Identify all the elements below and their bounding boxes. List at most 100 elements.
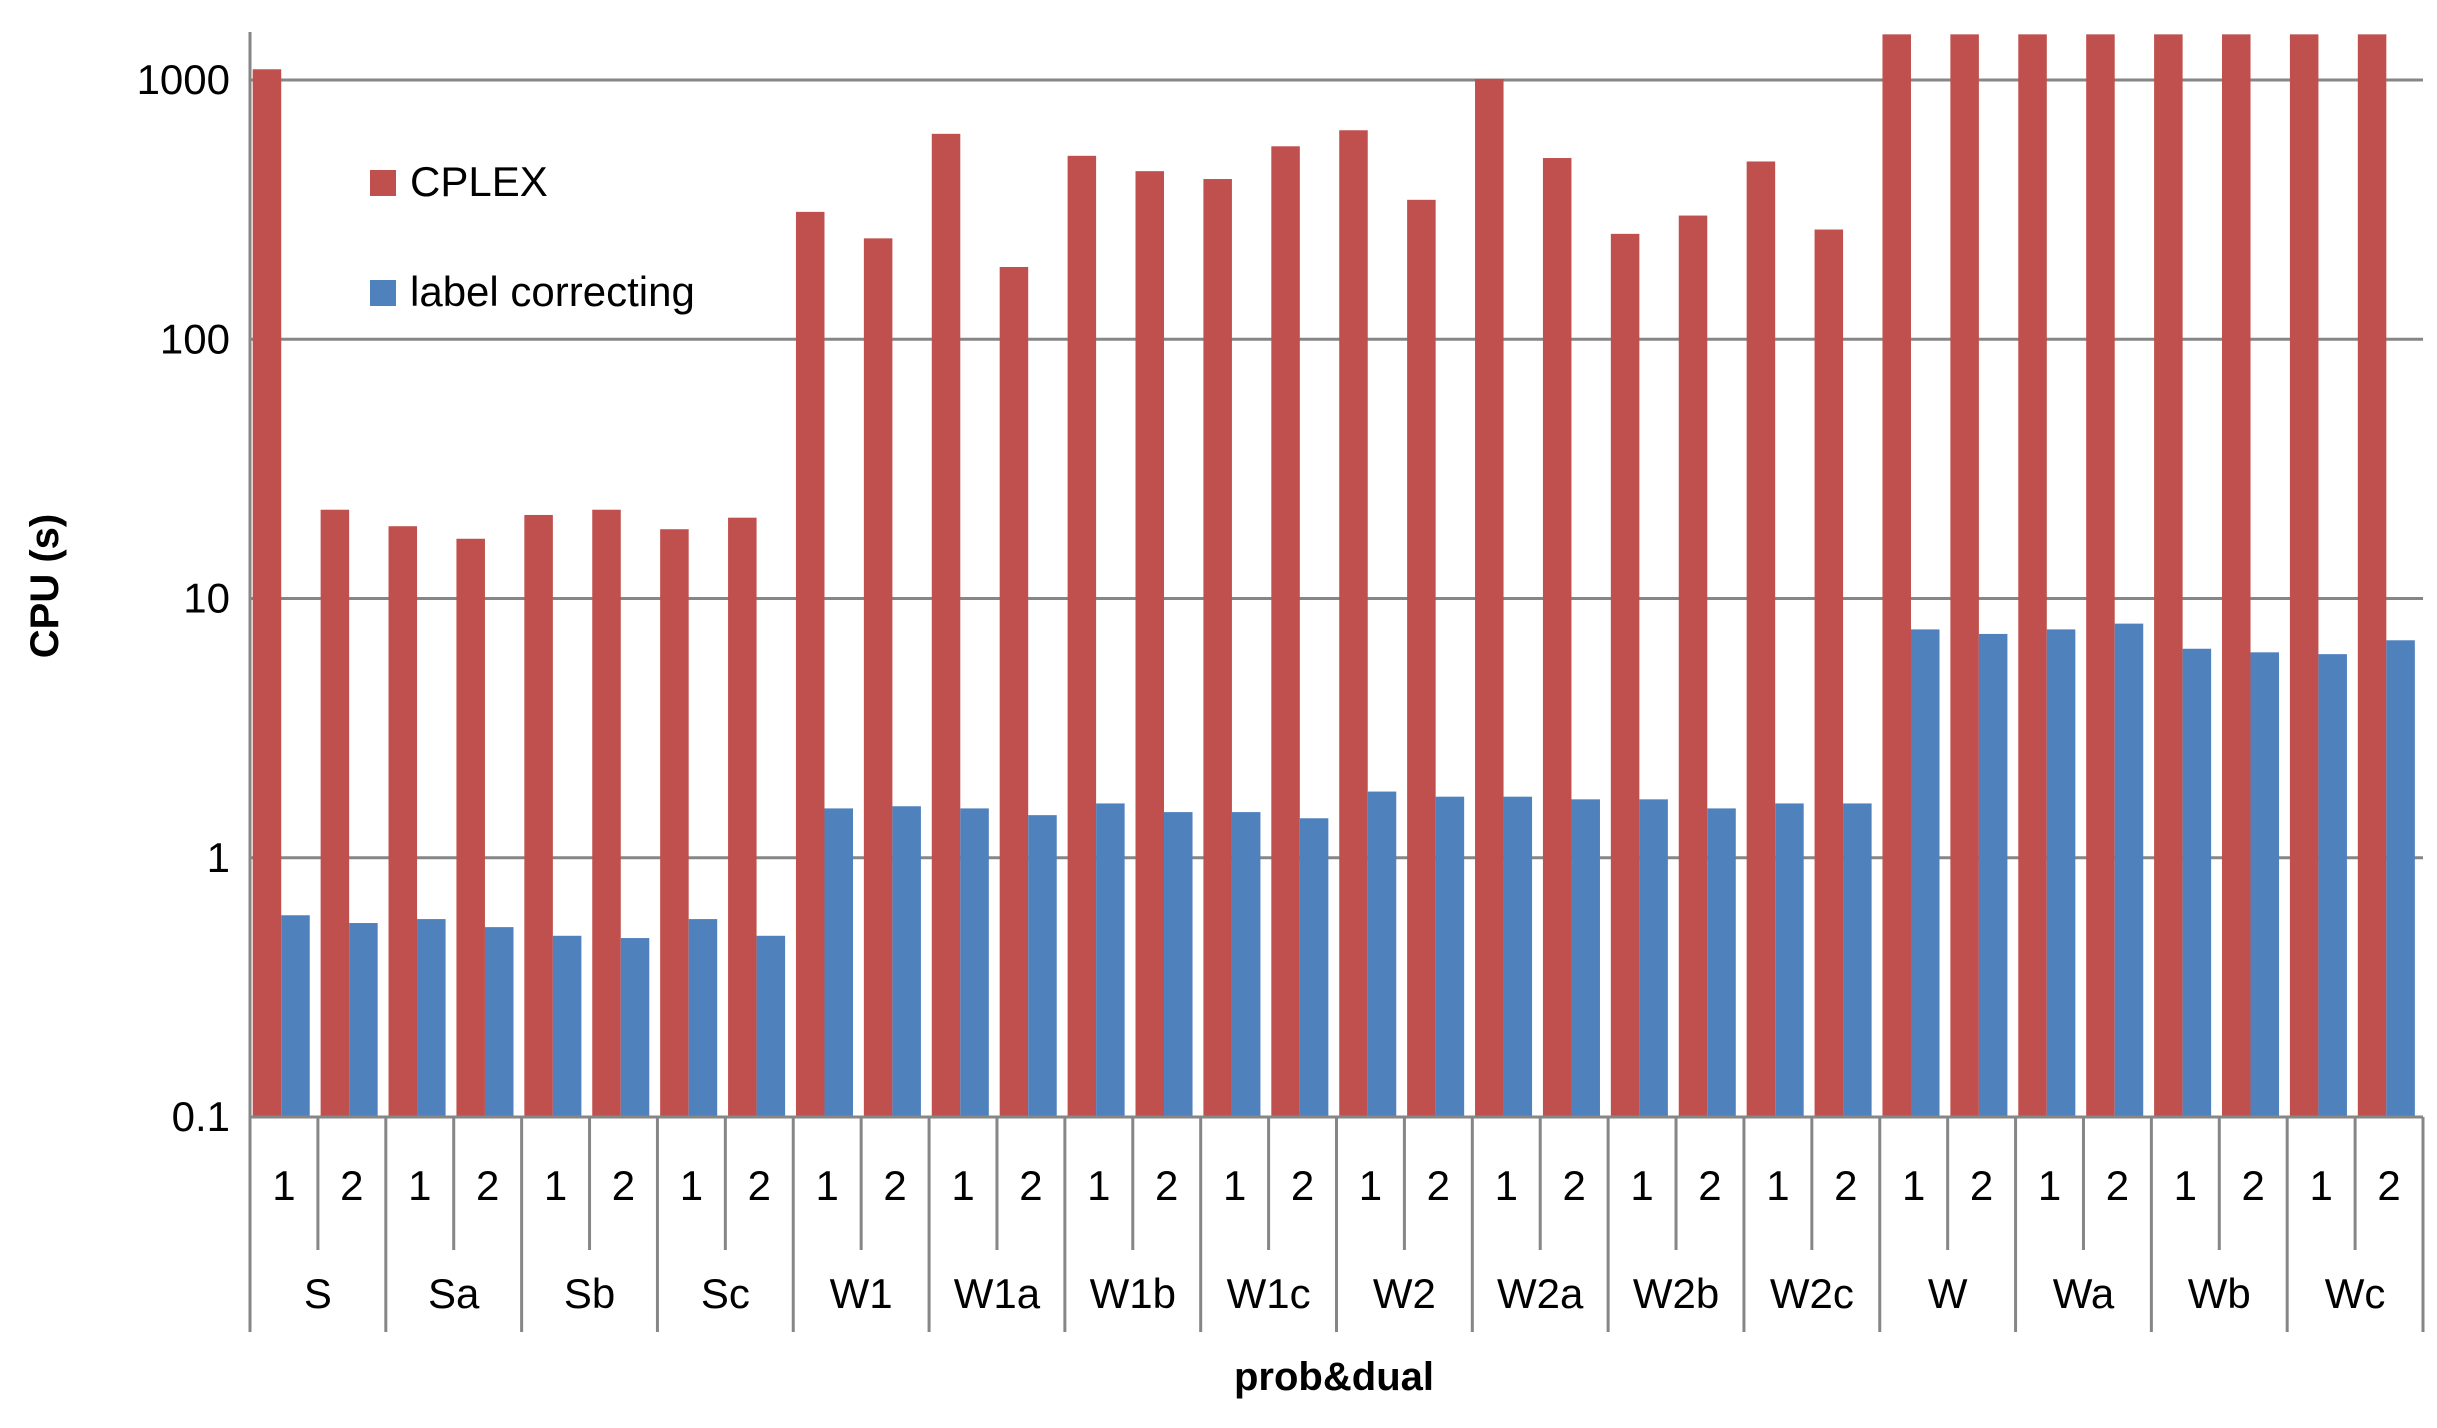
legend-swatch-cplex (370, 170, 396, 196)
bar-label-correcting (1096, 803, 1125, 1117)
bar-cplex (2154, 34, 2183, 1117)
y-tick-label: 10 (183, 575, 230, 622)
bar-label-correcting (552, 935, 582, 1117)
bar-cplex (2018, 34, 2047, 1117)
x-subcategory-label: 1 (1359, 1162, 1382, 1209)
bar-cplex (1610, 233, 1640, 1117)
x-group-label: W (1928, 1270, 1968, 1317)
x-group-label: Sa (428, 1270, 480, 1317)
x-subcategory-label: 2 (2106, 1162, 2129, 1209)
bar-cplex (320, 509, 350, 1117)
bar-cplex (2289, 34, 2319, 1117)
bar-label-correcting (1028, 815, 1057, 1117)
x-group-label: Wb (2188, 1270, 2251, 1317)
x-subcategory-label: 1 (544, 1162, 567, 1209)
bar-cplex (863, 238, 893, 1117)
bar-label-correcting (1775, 803, 1804, 1117)
bar-label-correcting (1164, 812, 1193, 1117)
bar-label-correcting (824, 808, 854, 1117)
x-subcategory-label: 2 (476, 1162, 499, 1209)
y-tick-label: 1000 (137, 56, 230, 103)
x-subcategory-label: 2 (1698, 1162, 1721, 1209)
x-subcategory-label: 1 (2309, 1162, 2332, 1209)
x-subcategory-label: 1 (408, 1162, 431, 1209)
bar-label-correcting (1231, 812, 1261, 1117)
bar-label-correcting (756, 935, 786, 1117)
x-subcategory-label: 1 (951, 1162, 974, 1209)
bar-label-correcting (620, 938, 650, 1117)
x-subcategory-label: 2 (1562, 1162, 1585, 1209)
bar-cplex (1678, 215, 1708, 1117)
bar-label-correcting (1910, 629, 1940, 1117)
x-group-label: Wc (2325, 1270, 2386, 1317)
x-group-label: W2b (1633, 1270, 1719, 1317)
bar-cplex (2357, 34, 2387, 1117)
bar-label-correcting (1843, 803, 1872, 1117)
bar-cplex (1475, 78, 1504, 1118)
x-group-label: W2 (1373, 1270, 1436, 1317)
bar-label-correcting (1571, 799, 1600, 1117)
bar-cplex (252, 69, 282, 1118)
x-subcategory-label: 1 (1630, 1162, 1653, 1209)
bar-cplex (1407, 199, 1436, 1117)
bar-cplex (1950, 34, 1979, 1117)
bar-cplex (524, 514, 553, 1117)
bar-label-correcting (960, 808, 989, 1117)
x-group-label: W1c (1227, 1270, 1311, 1317)
bar-label-correcting (1978, 633, 2008, 1117)
x-subcategory-label: 1 (1902, 1162, 1925, 1209)
x-subcategory-label: 2 (340, 1162, 363, 1209)
bar-label-correcting (281, 915, 310, 1117)
x-group-label: Sc (701, 1270, 750, 1317)
x-axis-title: prob&dual (1234, 1355, 1434, 1399)
x-subcategory-label: 2 (1834, 1162, 1857, 1209)
y-tick-labels: 0.1 1 10 100 1000 (137, 56, 230, 1140)
legend-label-label-correcting: label correcting (410, 268, 695, 315)
bar-label-correcting (1367, 791, 1397, 1117)
bar-cplex (2086, 34, 2115, 1117)
y-tick-label: 1 (207, 834, 230, 881)
x-subcategory-label: 1 (1223, 1162, 1246, 1209)
y-axis-title: CPU (s) (23, 514, 67, 658)
x-subcategory-label: 1 (1087, 1162, 1110, 1209)
bar-cplex (931, 133, 961, 1117)
x-group-label: W1a (954, 1270, 1041, 1317)
bar-label-correcting (2250, 652, 2280, 1117)
x-group-label: W1 (830, 1270, 893, 1317)
bar-label-correcting (1299, 818, 1329, 1117)
x-subcategory-label: 2 (1427, 1162, 1450, 1209)
bar-cplex (795, 211, 825, 1117)
bar-cplex (388, 526, 418, 1117)
x-category-labels: 1 2 1 2 1 2 1 2 1 2 1 2 1 2 1 2 1 2 1 2 1 2 1 2 1 2 1 2 1 2 1 2S Sa Sb Sc W… (272, 1162, 2400, 1317)
bar-cplex (2221, 34, 2251, 1117)
bar-cplex (1203, 179, 1232, 1118)
bar-cplex (1746, 161, 1776, 1118)
x-subcategory-label: 1 (816, 1162, 839, 1209)
legend-swatch-label-correcting (370, 280, 396, 306)
x-subcategory-label: 1 (1766, 1162, 1789, 1209)
x-group-label: W1b (1090, 1270, 1176, 1317)
bar-label-correcting (2386, 640, 2415, 1117)
bar-label-correcting (2114, 623, 2144, 1117)
x-group-label: Wa (2053, 1270, 2115, 1317)
bar-label-correcting (349, 923, 378, 1117)
x-subcategory-label: 2 (748, 1162, 771, 1209)
bar-cplex (1271, 146, 1300, 1117)
x-subcategory-label: 1 (2038, 1162, 2061, 1209)
bar-cplex (1542, 158, 1572, 1118)
bar-label-correcting (484, 927, 514, 1117)
bar-label-correcting (2318, 654, 2347, 1117)
bar-label-correcting (2046, 629, 2076, 1117)
y-tick-label: 100 (160, 315, 230, 362)
bar-label-correcting (1503, 796, 1533, 1117)
legend-label-cplex: CPLEX (410, 158, 548, 205)
bar-cplex (728, 517, 757, 1117)
x-subcategory-label: 2 (883, 1162, 906, 1209)
bar-cplex (1814, 229, 1844, 1118)
x-subcategory-label: 2 (1019, 1162, 1042, 1209)
x-group-label: S (304, 1270, 332, 1317)
bar-label-correcting (1639, 799, 1668, 1117)
y-tick-label: 0.1 (172, 1093, 230, 1140)
legend: CPLEX label correcting (370, 158, 695, 315)
